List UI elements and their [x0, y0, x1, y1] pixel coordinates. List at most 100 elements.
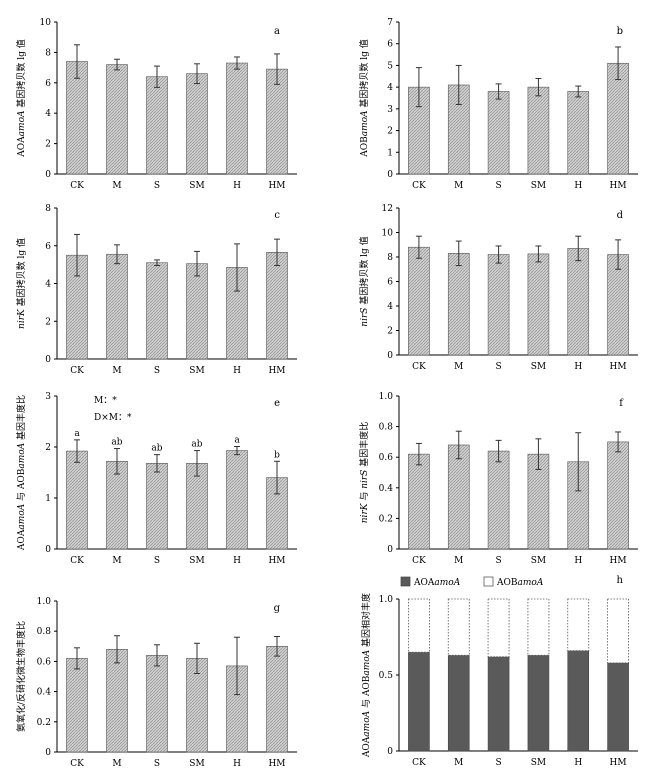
x-tick-label: H [233, 556, 241, 566]
x-tick-label: SM [189, 181, 204, 191]
x-tick-label: HM [610, 758, 627, 768]
panel-letter: h [617, 575, 624, 586]
y-tick-label: 0.6 [379, 453, 394, 463]
x-tick-label: S [495, 556, 501, 566]
bar [408, 453, 430, 550]
x-tick-label: H [574, 758, 582, 768]
x-tick-label: M [112, 556, 121, 566]
panel-h: 0 0.5 1.0 CK M S SM H HM AOAamoA 与 AOBamoA 基因相对丰度… [360, 575, 638, 768]
y-axis-label: AOAamoA 与 AOBamoA 基因丰度比 [15, 395, 27, 551]
x-tick-label: HM [268, 181, 285, 191]
y-tick-label: 10 [382, 229, 394, 239]
x-tick-label: S [154, 181, 160, 191]
y-tick-label: 6 [387, 40, 393, 50]
y-tick-label: 8 [45, 204, 51, 214]
y-tick-label: 0 [387, 170, 393, 180]
bar-aoa [487, 656, 510, 752]
significance-letter: a [74, 429, 80, 439]
panel-f: 0 0.2 0.4 0.6 0.8 1.0 CK M S SM H HM nirK 与 nirS 基因丰… [358, 392, 638, 566]
bar-aoa [408, 651, 430, 752]
bar [567, 91, 590, 175]
x-tick-label: SM [189, 759, 204, 769]
significance-letter: ab [111, 438, 122, 448]
x-tick-label: HM [268, 556, 285, 566]
bar [266, 68, 288, 175]
x-tick-label: HM [268, 366, 285, 376]
y-tick-label: 6 [45, 79, 51, 89]
y-tick-label: 3 [45, 392, 51, 402]
legend-swatch [400, 576, 411, 587]
x-tick-label: M [454, 181, 463, 191]
x-tick-label: CK [70, 556, 84, 566]
x-tick-label: H [233, 759, 241, 769]
panel-letter: d [617, 210, 624, 221]
panel-e: 0 1 2 3 a CK ab Mab Sab SM a Hb HM AOAamoA 与 AOBamoA … [15, 392, 297, 566]
x-tick-label: SM [531, 362, 546, 372]
bar [66, 658, 88, 753]
bar [408, 246, 430, 356]
legend-swatch [483, 576, 494, 587]
significance-letter: a [234, 435, 240, 445]
x-tick-label: S [495, 362, 501, 372]
panel-letter: a [274, 26, 280, 37]
bar [487, 450, 510, 550]
y-tick-label: 8 [387, 253, 393, 263]
x-tick-label: M [112, 366, 121, 376]
bar [266, 252, 288, 360]
bar-aob [527, 598, 550, 656]
y-tick-label: 1.0 [37, 597, 52, 607]
bar [186, 263, 208, 360]
x-tick-label: SM [531, 556, 546, 566]
x-tick-label: S [495, 758, 501, 768]
x-tick-label: M [112, 181, 121, 191]
panel-a: 0 2 4 6 8 10 CK M S SM H HM AOAamoA 基因拷贝数 lg 值 a [15, 18, 297, 191]
y-tick-label: 0.6 [37, 657, 52, 667]
x-tick-label: S [154, 556, 160, 566]
x-tick-label: H [574, 556, 582, 566]
bar [226, 450, 248, 550]
y-tick-label: 4 [387, 83, 393, 93]
significance-letter: b [274, 450, 280, 460]
annotation: M：* [94, 396, 117, 406]
x-tick-label: S [154, 366, 160, 376]
bar [146, 463, 168, 550]
panel-letter: c [274, 210, 280, 221]
x-tick-label: CK [70, 181, 84, 191]
x-tick-label: HM [610, 556, 627, 566]
bar-aoa [607, 662, 629, 752]
bar-aob [447, 598, 470, 656]
x-tick-label: M [454, 556, 463, 566]
panel-b: 0 1 2 3 4 5 6 7 CK M S SM H HM AOBamoA 基因拷贝数 lg 值 b [358, 18, 638, 191]
bar [487, 254, 510, 356]
y-tick-label: 0.5 [379, 671, 394, 681]
y-tick-label: 0.2 [37, 718, 51, 728]
y-tick-label: 0.4 [37, 688, 52, 698]
panel-g: 0 0.2 0.4 0.6 0.8 1.0 CK M S SM H HM 氨氧化/反硝化微生物丰度比 g [15, 597, 297, 769]
significance-letter: ab [191, 440, 202, 450]
y-axis-label: nirS 基因拷贝数 lg 值 [358, 236, 370, 326]
annotation: D×M：* [94, 413, 132, 423]
x-tick-label: H [574, 181, 582, 191]
panel-letter: e [274, 398, 280, 409]
x-tick-label: CK [70, 759, 84, 769]
y-tick-label: 1.0 [379, 595, 394, 605]
bar-aob [607, 598, 629, 664]
panel-letter: b [617, 26, 623, 37]
x-tick-label: CK [412, 758, 426, 768]
y-tick-label: 0.2 [379, 514, 393, 524]
x-tick-label: CK [412, 556, 426, 566]
y-tick-label: 4 [45, 109, 51, 119]
x-tick-label: CK [70, 366, 84, 376]
bar [186, 73, 208, 175]
x-tick-label: HM [610, 181, 627, 191]
y-tick-label: 7 [387, 18, 393, 28]
x-tick-label: SM [531, 181, 546, 191]
bar [226, 62, 248, 175]
bar [146, 655, 168, 753]
y-tick-label: 0 [45, 748, 51, 758]
y-tick-label: 4 [45, 280, 51, 290]
bar-aoa [447, 654, 470, 752]
y-tick-label: 0 [45, 545, 51, 555]
x-tick-label: CK [412, 181, 426, 191]
y-tick-label: 0.8 [379, 423, 394, 433]
